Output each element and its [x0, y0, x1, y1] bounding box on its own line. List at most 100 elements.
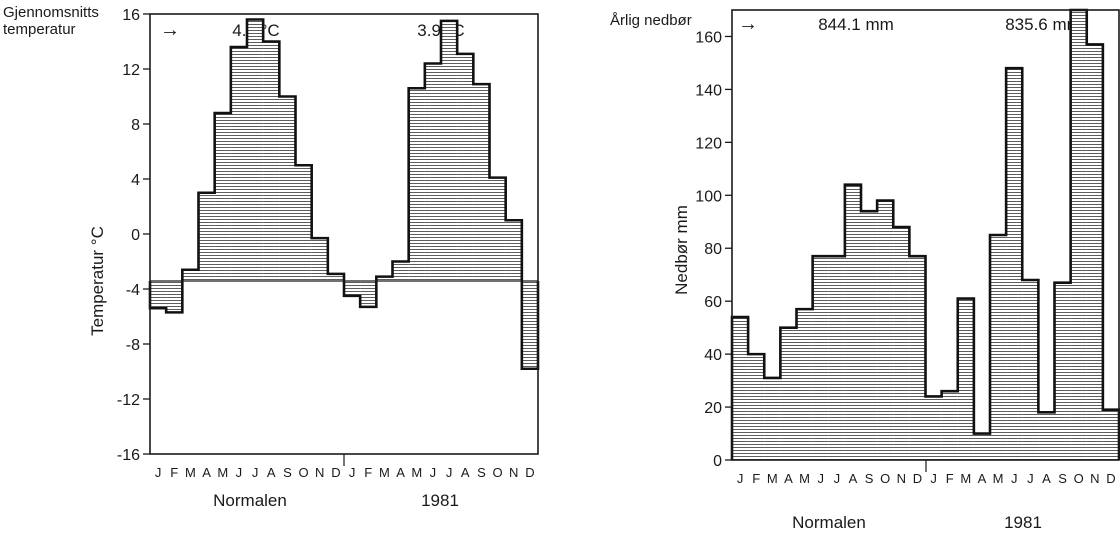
precipitation-bar-normal-6	[812, 256, 829, 460]
precipitation-chart: Årlig nedbør → 844.1 mm 835.6 mm Nedbør …	[610, 8, 1120, 532]
precipitation-group-label-normal: Normalen	[792, 513, 866, 532]
temperature-bar-1981-10	[489, 177, 506, 281]
temperature-bar-normal-5	[214, 113, 231, 281]
temperature-month-label: S	[477, 465, 486, 480]
temperature-bar-1981-3	[376, 276, 393, 281]
temperature-bar-outline	[148, 18, 540, 371]
temperature-bar-normal-6	[230, 47, 247, 281]
precipitation-y-tick-label: 100	[695, 188, 722, 205]
precipitation-y-tick-label: 60	[704, 294, 722, 311]
precipitation-bar-normal-12	[909, 256, 926, 460]
temperature-month-label: J	[446, 465, 453, 480]
precipitation-bar-1981-6	[1006, 68, 1023, 460]
temperature-bar-1981-6	[424, 63, 441, 281]
precipitation-y-tick-label: 40	[704, 347, 722, 364]
temperature-y-tick-label: -4	[126, 282, 140, 299]
precipitation-bar-1981-9	[1054, 282, 1071, 460]
precipitation-bar-normal-2	[748, 354, 765, 460]
temperature-y-tick-label: -16	[117, 447, 140, 464]
precipitation-bar-1981-12	[1102, 409, 1119, 460]
precipitation-annual-normal: 844.1 mm	[818, 15, 894, 34]
precipitation-group-label-1981: 1981	[1004, 513, 1042, 532]
temperature-month-label: M	[185, 465, 196, 480]
temperature-month-label: J	[430, 465, 437, 480]
precipitation-month-label: N	[897, 471, 906, 486]
precipitation-month-label: J	[1027, 471, 1034, 486]
temperature-month-label: D	[525, 465, 534, 480]
precipitation-y-tick-label: 80	[704, 241, 722, 258]
precipitation-y-axis-label: Nedbør mm	[672, 205, 691, 295]
precipitation-month-label: M	[799, 471, 810, 486]
precipitation-month-label: A	[849, 471, 858, 486]
precipitation-month-label: S	[1058, 471, 1067, 486]
temperature-bar-1981-11	[505, 220, 522, 281]
temperature-bar-normal-2	[166, 281, 183, 313]
temperature-bar-normal-11	[311, 238, 328, 281]
temperature-bar-1981-4	[392, 261, 409, 281]
precipitation-y-tick-label: 140	[695, 82, 722, 99]
precipitation-bar-normal-1	[732, 317, 749, 460]
temperature-month-label: N	[509, 465, 518, 480]
temperature-month-label: M	[411, 465, 422, 480]
precipitation-month-label: M	[993, 471, 1004, 486]
precipitation-month-label: J	[930, 471, 937, 486]
temperature-month-label: J	[236, 465, 243, 480]
temperature-annotation-line1: Gjennomsnitts	[3, 4, 99, 21]
precipitation-month-label: D	[913, 471, 922, 486]
precipitation-y-tick-label: 160	[695, 29, 722, 46]
temperature-month-label: F	[170, 465, 178, 480]
precipitation-month-label: D	[1106, 471, 1115, 486]
temperature-bar-1981-8	[457, 53, 474, 281]
temperature-month-label: J	[155, 465, 162, 480]
temperature-annotation-line2: temperatur	[3, 21, 76, 38]
temperature-month-label: J	[252, 465, 259, 480]
temperature-bar-1981-12	[521, 281, 538, 369]
precipitation-month-label: J	[817, 471, 824, 486]
temperature-bar-normal-8	[263, 41, 280, 281]
precipitation-bar-1981-11	[1086, 44, 1103, 460]
precipitation-month-label: F	[946, 471, 954, 486]
temperature-y-tick-label: 0	[131, 227, 140, 244]
precipitation-month-label: A	[1042, 471, 1051, 486]
precipitation-arrow: →	[738, 13, 758, 35]
precipitation-month-label: O	[1074, 471, 1084, 486]
temperature-bar-1981-2	[360, 281, 377, 307]
temperature-chart: Gjennomsnitts temperatur → 4.4 °C 3.9 °C…	[3, 4, 540, 510]
precipitation-bar-1981-2	[941, 391, 958, 460]
precipitation-month-label: O	[880, 471, 890, 486]
precipitation-month-label: A	[978, 471, 987, 486]
temperature-month-label: S	[283, 465, 292, 480]
temperature-bar-1981-7	[441, 20, 458, 281]
precipitation-bar-normal-8	[844, 184, 861, 461]
temperature-bar-1981-5	[408, 88, 425, 281]
precipitation-bar-normal-9	[861, 211, 878, 460]
temperature-month-label: A	[202, 465, 211, 480]
precipitation-bar-1981-3	[957, 298, 974, 460]
precipitation-bar-normal-3	[764, 377, 781, 460]
precipitation-month-label: J	[1011, 471, 1018, 486]
temperature-group-label-1981: 1981	[421, 491, 459, 510]
precipitation-month-label: S	[865, 471, 874, 486]
precipitation-bar-normal-4	[780, 327, 797, 460]
precipitation-bar-outline	[730, 8, 1120, 460]
temperature-month-label: J	[349, 465, 356, 480]
temperature-bar-normal-7	[247, 19, 264, 281]
temperature-bar-1981-9	[473, 84, 490, 281]
precipitation-annotation: Årlig nedbør	[610, 12, 692, 29]
temperature-bar-normal-10	[295, 165, 312, 281]
temperature-y-tick-label: -12	[117, 392, 140, 409]
temperature-y-tick-label: 16	[122, 7, 140, 24]
precipitation-y-tick-label: 0	[713, 453, 722, 470]
temperature-bar-normal-4	[198, 192, 215, 281]
temperature-bar-normal-1	[150, 281, 167, 309]
precipitation-bar-normal-7	[828, 256, 845, 460]
temperature-y-axis-label: Temperatur °C	[88, 226, 107, 336]
temperature-y-tick-label: 12	[122, 62, 140, 79]
temperature-group-label-normal: Normalen	[213, 491, 287, 510]
precipitation-y-tick-label: 20	[704, 400, 722, 417]
temperature-month-label: N	[315, 465, 324, 480]
precipitation-bar-1981-4	[973, 433, 990, 460]
precipitation-month-label: N	[1090, 471, 1099, 486]
temperature-bar-normal-12	[327, 273, 344, 281]
